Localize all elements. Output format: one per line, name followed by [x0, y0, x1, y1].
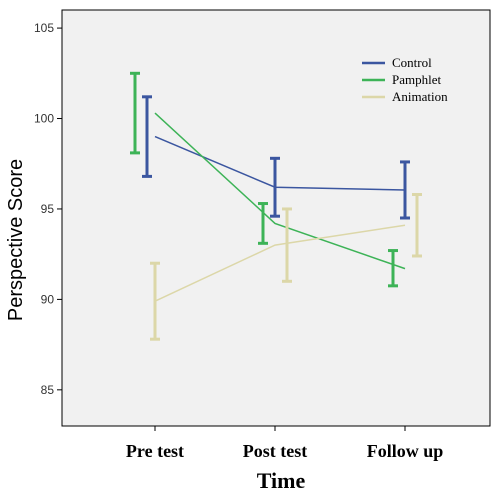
category-label-1: Post test — [243, 441, 307, 461]
error-bar-pamphlet-2 — [388, 249, 398, 288]
series-layer — [130, 71, 422, 341]
y-tick-label-95: 95 — [41, 202, 55, 216]
legend-item-animation: Animation — [362, 89, 448, 104]
legend: Control Pamphlet Animation — [355, 50, 475, 108]
y-tick-label-105: 105 — [34, 21, 54, 35]
series-control — [142, 95, 410, 220]
error-bar-control-0 — [142, 95, 152, 178]
y-axis: 85 90 95 100 105 — [34, 21, 62, 397]
series-pamphlet — [130, 71, 406, 288]
error-bar-animation-2 — [412, 192, 422, 258]
error-bar-pamphlet-0 — [130, 71, 140, 155]
y-tick-label-85: 85 — [41, 383, 55, 397]
series-animation — [150, 192, 422, 341]
y-tick-label-90: 90 — [41, 292, 55, 306]
y-axis-title: Perspective Score — [5, 159, 27, 321]
category-label-0: Pre test — [126, 441, 184, 461]
legend-item-control: Control — [362, 55, 432, 70]
x-axis: Pre test Post test Follow up — [126, 426, 443, 461]
x-axis-title: Time — [257, 468, 306, 493]
y-tick-label-100: 100 — [34, 112, 54, 126]
legend-label-animation: Animation — [392, 89, 448, 104]
legend-label-control: Control — [392, 55, 432, 70]
legend-item-pamphlet: Pamphlet — [362, 72, 441, 87]
error-bar-animation-1 — [282, 207, 292, 283]
error-bar-pamphlet-1 — [258, 202, 268, 245]
category-label-2: Follow up — [367, 441, 444, 461]
legend-label-pamphlet: Pamphlet — [392, 72, 441, 87]
